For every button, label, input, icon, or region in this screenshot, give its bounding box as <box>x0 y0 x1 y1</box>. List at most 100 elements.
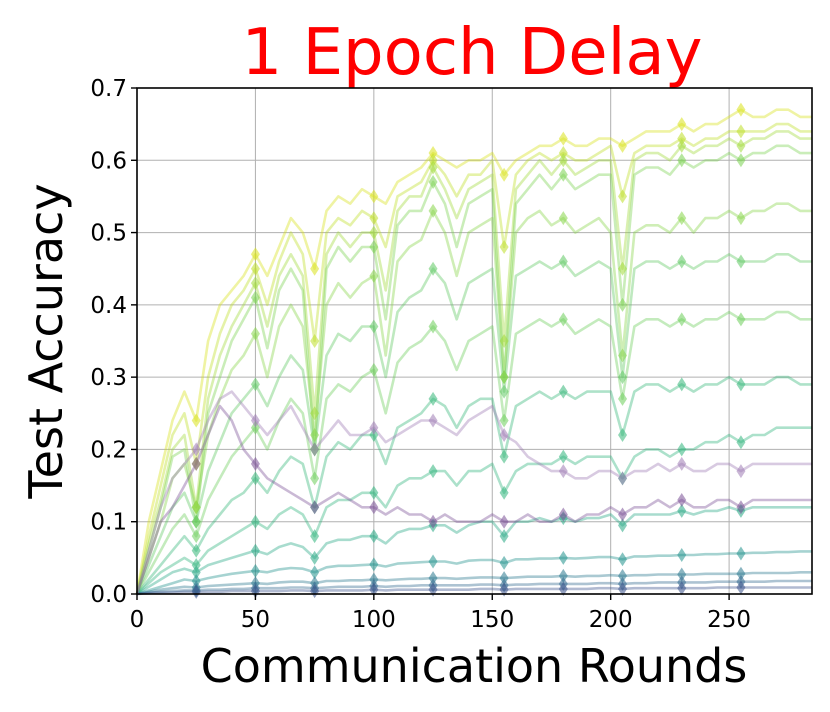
series-marker <box>428 413 438 428</box>
series-line-4 <box>135 144 812 595</box>
x-tick-label: 150 <box>470 607 514 633</box>
series-marker <box>558 449 568 464</box>
series-marker <box>369 189 379 204</box>
series-line-7 <box>135 310 812 595</box>
series-line-16 <box>135 390 812 595</box>
series-marker <box>191 413 201 428</box>
y-tick-label: 0.6 <box>90 148 127 174</box>
series-line-2 <box>135 122 812 595</box>
series-marker <box>250 514 260 529</box>
series-marker <box>499 555 509 570</box>
series-marker <box>428 514 438 529</box>
series-marker <box>428 571 438 586</box>
y-tick-label: 0.2 <box>90 437 127 463</box>
series-marker <box>736 312 746 327</box>
series-marker <box>736 500 746 515</box>
series-marker <box>558 550 568 565</box>
grid-lines <box>136 87 812 595</box>
series-marker <box>677 312 687 327</box>
series-marker <box>250 247 260 262</box>
series-marker <box>558 146 568 161</box>
y-tick-label: 0.4 <box>90 293 127 319</box>
series-marker <box>369 582 379 597</box>
series-marker <box>499 529 509 544</box>
series-line-13 <box>136 579 812 596</box>
series-marker <box>499 240 509 255</box>
series-line-14 <box>136 586 812 596</box>
series-marker <box>736 435 746 450</box>
series-marker <box>369 211 379 226</box>
series-marker <box>677 377 687 392</box>
series-marker <box>191 543 201 558</box>
series-marker <box>677 547 687 562</box>
series-marker <box>428 391 438 406</box>
y-axis-ticks: 0.0 0.1 0.2 0.3 0.4 0.5 0.6 0.7 <box>90 76 137 608</box>
x-axis-ticks: 0 50 100 150 200 250 <box>130 594 751 633</box>
series-marker <box>618 568 628 583</box>
x-tick-label: 200 <box>589 607 633 633</box>
series-marker <box>250 290 260 305</box>
series-marker <box>736 153 746 168</box>
series-line-10 <box>136 505 812 596</box>
y-tick-label: 0.5 <box>90 221 127 247</box>
series-marker <box>428 582 438 597</box>
series-marker <box>428 160 438 175</box>
series-marker <box>499 167 509 182</box>
series-marker <box>369 427 379 442</box>
series-marker <box>428 464 438 479</box>
series-marker <box>499 582 509 597</box>
series-marker <box>677 503 687 518</box>
series-marker <box>499 514 509 529</box>
series-marker <box>369 420 379 435</box>
series-marker <box>558 211 568 226</box>
y-tick-label: 0.7 <box>90 76 127 102</box>
series-marker <box>250 261 260 276</box>
series-marker <box>250 413 260 428</box>
y-axis-label: Test Accuracy <box>19 183 73 499</box>
series-marker <box>428 554 438 569</box>
series-marker <box>558 384 568 399</box>
series-marker <box>369 557 379 572</box>
series-marker <box>677 153 687 168</box>
series-marker <box>191 456 201 471</box>
series-marker <box>250 377 260 392</box>
series-marker <box>618 518 628 533</box>
series-line-9 <box>136 426 812 595</box>
series-marker <box>499 485 509 500</box>
series-marker <box>310 550 320 565</box>
plot-frame <box>136 87 813 595</box>
series-marker <box>736 377 746 392</box>
series-marker <box>618 348 628 363</box>
series-line-11 <box>136 550 812 596</box>
y-tick-label: 0.0 <box>90 582 127 608</box>
series-marker <box>677 254 687 269</box>
series-marker <box>736 254 746 269</box>
series-marker <box>618 427 628 442</box>
series-marker <box>677 211 687 226</box>
series-marker <box>499 571 509 586</box>
series-marker <box>618 471 628 486</box>
series-marker <box>499 449 509 464</box>
series-marker <box>310 334 320 348</box>
series-marker <box>618 138 628 153</box>
series-marker <box>736 124 746 139</box>
series-marker <box>250 420 260 435</box>
series-marker <box>310 406 320 421</box>
series-marker <box>369 500 379 515</box>
series-line-15 <box>135 404 812 595</box>
series-marker <box>618 581 628 596</box>
series-marker <box>250 563 260 578</box>
series-line-6 <box>135 253 812 595</box>
series-marker <box>736 566 746 581</box>
series-marker <box>250 326 260 341</box>
series-marker <box>310 261 320 276</box>
series-marker <box>558 153 568 168</box>
series-marker <box>558 568 568 583</box>
series-line-8 <box>135 375 812 595</box>
series-marker <box>677 567 687 582</box>
series-marker <box>558 507 568 522</box>
series-marker <box>499 384 509 399</box>
series-line-12 <box>136 570 812 596</box>
series-marker <box>369 529 379 544</box>
